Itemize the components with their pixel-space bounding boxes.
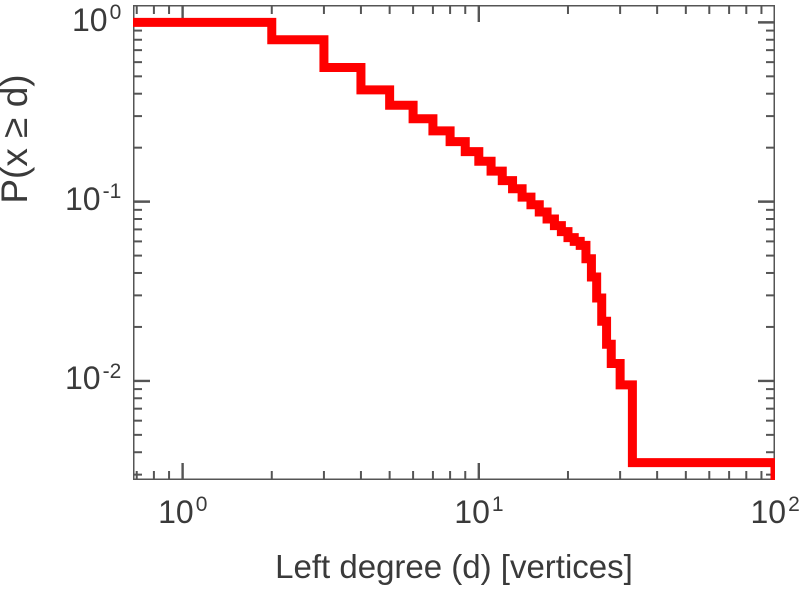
y-tick-exponent-2: -2 xyxy=(102,359,122,383)
axis-ticks xyxy=(133,5,775,480)
x-tick-mantissa-1: 10 xyxy=(454,494,490,530)
x-tick-label-1: 101 xyxy=(454,494,503,531)
x-tick-label-2: 102 xyxy=(751,494,800,531)
axis-frame xyxy=(133,5,775,480)
y-tick-mantissa-0: 10 xyxy=(72,1,108,38)
y-tick-exponent-0: 0 xyxy=(109,1,122,25)
y-tick-exponent-1: -1 xyxy=(102,180,122,204)
x-tick-exponent-2: 2 xyxy=(788,493,800,517)
x-tick-exponent-1: 1 xyxy=(491,493,504,517)
y-tick-label-1: 10-1 xyxy=(65,181,121,218)
y-axis-label: P(x ≥ d) xyxy=(0,74,35,204)
x-axis-label: Left degree (d) [vertices] xyxy=(275,548,633,585)
data-series-line xyxy=(133,17,775,480)
plot-area xyxy=(133,5,775,480)
x-tick-mantissa-0: 10 xyxy=(158,494,194,530)
plot-svg xyxy=(133,5,775,480)
x-tick-exponent-0: 0 xyxy=(195,493,208,517)
y-tick-mantissa-2: 10 xyxy=(65,360,101,397)
x-tick-label-0: 100 xyxy=(158,494,207,531)
y-tick-label-0: 100 xyxy=(72,2,121,39)
x-tick-mantissa-2: 10 xyxy=(750,494,787,530)
y-tick-label-2: 10-2 xyxy=(65,360,121,397)
y-tick-mantissa-1: 10 xyxy=(65,181,101,218)
